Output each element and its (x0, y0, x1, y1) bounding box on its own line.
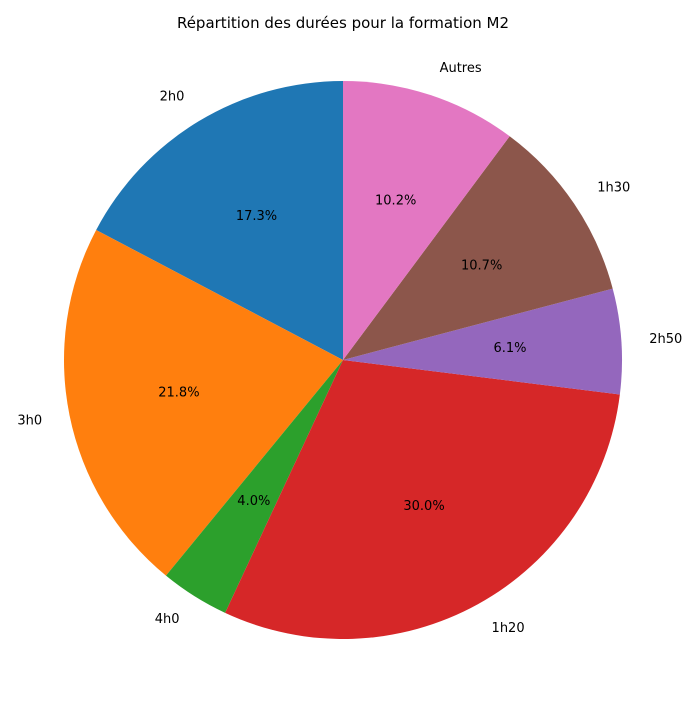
pct-label-2h50: 6.1% (494, 341, 527, 356)
slice-label-2h50: 2h50 (649, 332, 682, 347)
slice-label-autres: Autres (440, 61, 482, 76)
pct-label-autres: 10.2% (375, 194, 416, 209)
slice-label-2h0: 2h0 (160, 90, 185, 105)
pct-label-4h0: 4.0% (237, 494, 270, 509)
slice-label-1h20: 1h20 (492, 621, 525, 636)
pie-slice-1h30 (343, 136, 613, 360)
chart-title: Répartition des durées pour la formation… (177, 14, 509, 32)
pie-slice-2h50 (343, 288, 622, 395)
pie-slice-autres (343, 81, 510, 360)
pie-slice-4h0 (165, 360, 343, 613)
slice-label-3h0: 3h0 (17, 413, 42, 428)
pct-label-1h20: 30.0% (403, 499, 444, 514)
pct-label-2h0: 17.3% (236, 209, 277, 224)
slice-label-1h30: 1h30 (597, 181, 630, 196)
pct-label-3h0: 21.8% (158, 386, 199, 401)
pie-slice-2h0 (96, 81, 344, 360)
pie-slices (64, 81, 622, 639)
slice-label-4h0: 4h0 (155, 612, 180, 627)
pie-slice-3h0 (64, 229, 344, 576)
pie-labels: 2h0 17.3% 3h0 21.8% 4h0 4.0% 1h20 30.0% 2h50 6.1%… (17, 61, 682, 636)
pie-slice-1h20 (225, 360, 620, 639)
pct-label-1h30: 10.7% (461, 259, 502, 274)
